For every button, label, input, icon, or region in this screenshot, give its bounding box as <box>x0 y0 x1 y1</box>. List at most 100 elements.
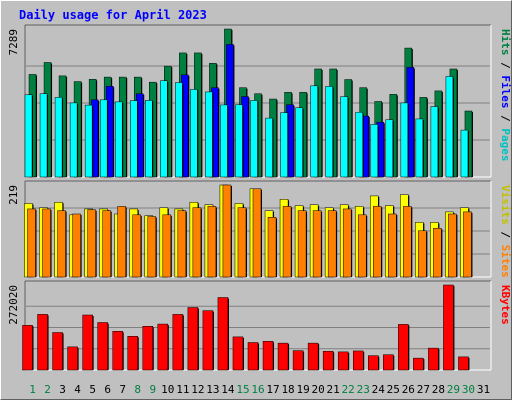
pages-bar <box>250 100 258 178</box>
series-legend: KBytes <box>499 285 512 325</box>
x-tick-label: 19 <box>296 383 309 396</box>
kbytes-bar <box>277 342 289 371</box>
sites-bar <box>312 210 322 278</box>
legend-label: Sites <box>499 245 512 278</box>
kbytes-bar <box>292 350 304 371</box>
sites-bar <box>433 228 442 278</box>
kbytes-bar <box>112 331 123 371</box>
x-tick-label: 1 <box>29 383 36 396</box>
sites-bar <box>327 210 337 278</box>
pages-bar <box>129 100 138 178</box>
sites-bar <box>237 207 247 278</box>
sites-bar <box>132 214 141 278</box>
kbytes-bar <box>67 346 78 371</box>
sites-bar <box>192 207 202 278</box>
x-tick-label: 17 <box>266 383 279 396</box>
x-tick-label: 15 <box>236 383 249 396</box>
kbytes-bar <box>352 350 364 371</box>
x-tick-label: 11 <box>176 383 189 396</box>
sites-bar <box>267 217 277 278</box>
legend-label: / <box>499 225 512 245</box>
sites-bar <box>42 208 51 278</box>
kbytes-bar <box>202 310 214 371</box>
legend-label: KBytes <box>499 285 512 325</box>
kbytes-bar <box>217 297 229 371</box>
kbytes-bar <box>22 325 33 371</box>
kbytes-bar <box>383 354 394 371</box>
sites-bar <box>342 208 352 278</box>
x-tick-label: 29 <box>447 383 460 396</box>
pages-bar <box>400 102 409 178</box>
sites-bar <box>147 216 157 278</box>
kbytes-bar <box>443 284 454 371</box>
chart-title: Daily usage for April 2023 <box>19 8 207 22</box>
pages-bar <box>355 111 363 178</box>
sites-bar <box>102 210 111 278</box>
sites-bar <box>222 184 232 278</box>
kbytes-bar <box>398 324 409 371</box>
kbytes-bar <box>157 323 169 371</box>
x-tick-label: 18 <box>281 383 294 396</box>
sites-bar <box>282 206 292 278</box>
kbytes-bar <box>337 351 349 371</box>
pages-bar <box>54 97 63 178</box>
pages-bar <box>310 85 318 178</box>
pages-bar <box>445 76 454 178</box>
hits-files-pages-panel: 7289 Hits / Files / Pages <box>7 24 512 178</box>
kbytes-bar <box>428 347 439 371</box>
visits-sites-panel: 219 Visits / Sites <box>7 180 512 278</box>
legend-label: / <box>499 109 512 129</box>
x-tick-label: 20 <box>312 383 325 396</box>
legend-label: Hits <box>499 29 512 56</box>
sites-bar <box>162 214 172 278</box>
y-max-label: 219 <box>7 185 20 205</box>
kbytes-bar <box>413 357 424 371</box>
kbytes-bar <box>232 336 244 371</box>
x-tick-label: 21 <box>327 383 340 396</box>
sites-bar <box>388 213 397 278</box>
sites-bar <box>373 206 382 278</box>
x-tick-label: 22 <box>342 383 355 396</box>
sites-bar <box>297 210 307 278</box>
x-tick-label: 24 <box>372 383 386 396</box>
y-max-label: 7289 <box>7 29 20 56</box>
x-tick-label: 4 <box>74 383 81 396</box>
sites-bar <box>177 210 187 278</box>
x-tick-label: 27 <box>417 383 430 396</box>
kbytes-bar <box>322 351 334 371</box>
x-tick-label: 10 <box>161 383 174 396</box>
pages-bar <box>460 129 469 178</box>
kbytes-bar <box>187 307 199 371</box>
legend-label: Files <box>499 75 512 108</box>
kbytes-bar <box>142 326 154 371</box>
legend-label: Visits <box>499 185 512 225</box>
kbytes-bar <box>307 342 319 371</box>
x-tick-label: 8 <box>134 383 141 396</box>
pages-bar <box>39 93 48 178</box>
sites-bar <box>57 210 66 278</box>
pages-bar <box>99 99 108 178</box>
sites-bar <box>72 213 81 278</box>
kbytes-bar <box>368 355 379 371</box>
pages-bar <box>69 102 78 178</box>
sites-bar <box>463 211 472 278</box>
sites-bar <box>418 230 427 278</box>
sites-bar <box>448 213 457 278</box>
pages-bar <box>370 124 379 178</box>
y-max-label: 272020 <box>7 285 20 325</box>
kbytes-bar <box>97 322 108 371</box>
x-tick-label: 25 <box>387 383 400 396</box>
sites-bar <box>117 206 126 278</box>
pages-bar <box>160 80 168 178</box>
x-tick-label: 5 <box>89 383 96 396</box>
pages-bar <box>385 119 394 178</box>
pages-bar <box>340 96 348 178</box>
kbytes-bar <box>82 314 93 371</box>
pages-bar <box>220 104 228 178</box>
legend-label: / <box>499 56 512 76</box>
series-legend: Hits / Files / Pages <box>499 29 512 162</box>
sites-bar <box>87 209 96 278</box>
x-tick-label: 28 <box>432 383 445 396</box>
pages-bar <box>325 86 333 178</box>
